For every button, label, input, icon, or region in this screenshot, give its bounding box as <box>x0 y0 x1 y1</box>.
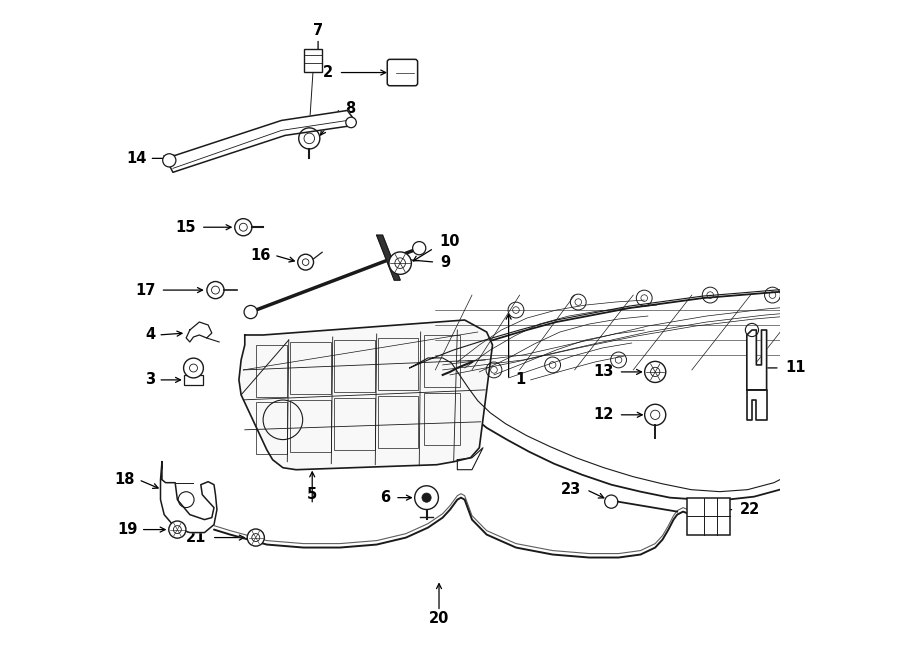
Text: 3: 3 <box>145 372 155 387</box>
Text: 12: 12 <box>593 407 613 422</box>
FancyBboxPatch shape <box>387 59 418 86</box>
Circle shape <box>644 362 666 383</box>
Polygon shape <box>400 290 851 500</box>
Circle shape <box>412 241 426 254</box>
Bar <box>184 375 203 385</box>
Text: 22: 22 <box>740 502 760 517</box>
Text: 1: 1 <box>515 372 526 387</box>
Polygon shape <box>747 330 767 390</box>
Bar <box>424 393 460 445</box>
Polygon shape <box>160 462 217 533</box>
Text: 21: 21 <box>186 530 206 545</box>
Circle shape <box>389 252 411 274</box>
Text: 7: 7 <box>313 23 323 38</box>
Circle shape <box>605 495 617 508</box>
Circle shape <box>244 305 257 319</box>
Text: 2: 2 <box>323 65 333 80</box>
Text: 11: 11 <box>785 360 806 375</box>
Text: 17: 17 <box>135 283 155 297</box>
Text: 14: 14 <box>126 151 146 166</box>
Circle shape <box>235 219 252 236</box>
Bar <box>256 402 286 453</box>
Circle shape <box>346 117 356 128</box>
Text: 9: 9 <box>441 254 451 270</box>
Circle shape <box>207 282 224 299</box>
Circle shape <box>299 128 320 149</box>
Bar <box>304 50 321 73</box>
Circle shape <box>169 521 186 538</box>
Bar <box>424 335 460 387</box>
Text: 19: 19 <box>117 522 138 537</box>
Text: 5: 5 <box>307 487 318 502</box>
Text: 20: 20 <box>428 611 449 625</box>
Bar <box>290 342 330 394</box>
Circle shape <box>422 493 431 502</box>
Polygon shape <box>747 390 767 420</box>
Circle shape <box>184 358 203 378</box>
Circle shape <box>644 405 666 426</box>
Text: 18: 18 <box>114 472 135 487</box>
Text: 6: 6 <box>380 490 390 505</box>
Text: 10: 10 <box>439 234 460 249</box>
Circle shape <box>163 154 176 167</box>
Polygon shape <box>238 320 492 470</box>
Bar <box>687 498 730 535</box>
Text: 16: 16 <box>250 248 271 262</box>
Bar <box>334 340 374 392</box>
Polygon shape <box>169 110 354 173</box>
Bar <box>378 338 419 390</box>
Bar <box>290 400 330 451</box>
Bar <box>334 398 374 449</box>
Text: 13: 13 <box>593 364 613 379</box>
Text: 4: 4 <box>145 327 155 342</box>
Text: 15: 15 <box>175 219 195 235</box>
Text: 23: 23 <box>561 482 581 497</box>
Circle shape <box>415 486 438 510</box>
Text: 8: 8 <box>346 101 356 116</box>
Circle shape <box>248 529 265 546</box>
Bar <box>378 396 419 447</box>
Bar <box>256 345 286 397</box>
Polygon shape <box>377 235 400 280</box>
Polygon shape <box>186 322 211 342</box>
Circle shape <box>298 254 313 270</box>
